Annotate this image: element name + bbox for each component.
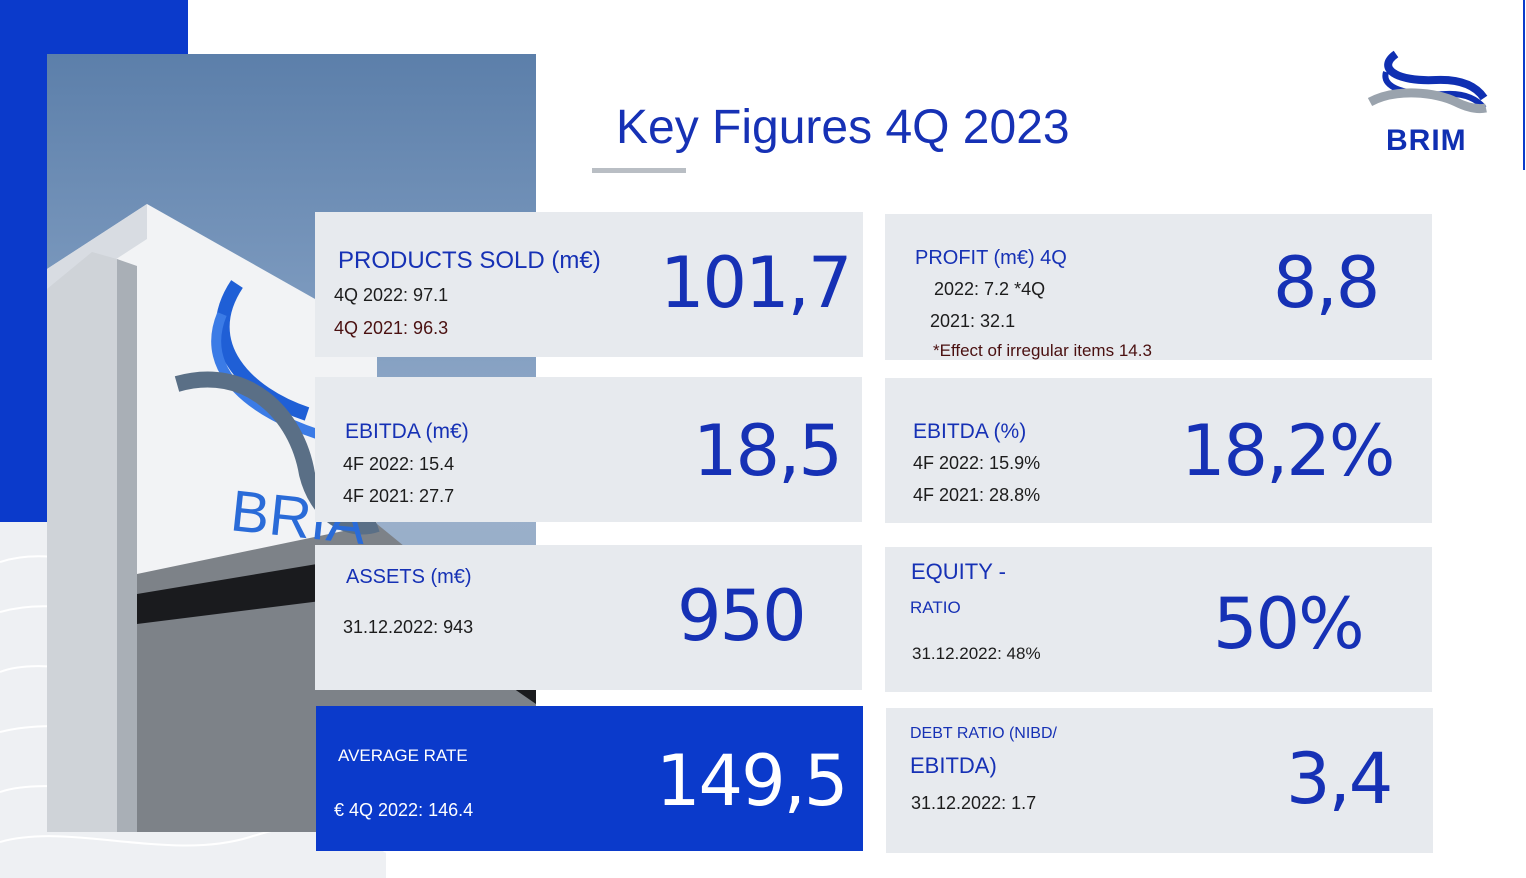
ebitda-percent-card: EBITDA (%) 4F 2022: 15.9% 4F 2021: 28.8%… (885, 378, 1432, 523)
profit-2022: 2022: 7.2 *4Q (934, 279, 1046, 299)
brim-logo-icon (1367, 50, 1488, 114)
average-rate-value: 149,5 (656, 740, 848, 822)
debt-ratio-label-line1: DEBT RATIO (NIBD/ (910, 725, 1057, 742)
profit-label: PROFIT (m€) 4Q (915, 247, 1067, 269)
ebitda-value: 18,5 (693, 410, 843, 492)
products-sold-2022: 4Q 2022: 97.1 (334, 285, 449, 305)
ebitda-label: EBITDA (m€) (345, 420, 469, 443)
ebitda-percent-2021: 4F 2021: 28.8% (913, 485, 1041, 505)
profit-2021: 2021: 32.1 (930, 311, 1016, 331)
equity-2022: 31.12.2022: 48% (912, 644, 1041, 663)
assets-card: ASSETS (m€) 31.12.2022: 943 950 (315, 545, 862, 690)
ebitda-card: EBITDA (m€) 4F 2022: 15.4 4F 2021: 27.7 … (315, 377, 862, 522)
products-sold-value: 101,7 (660, 242, 852, 324)
debt-ratio-label-line2: EBITDA) (910, 753, 997, 778)
average-rate-2022: € 4Q 2022: 146.4 (334, 800, 474, 820)
debt-ratio-2022: 31.12.2022: 1.7 (911, 793, 1037, 813)
ebitda-percent-2022: 4F 2022: 15.9% (913, 453, 1041, 473)
equity-label-line1: EQUITY - (911, 559, 1006, 584)
assets-2022: 31.12.2022: 943 (343, 617, 474, 637)
ebitda-2022: 4F 2022: 15.4 (343, 454, 455, 474)
assets-label: ASSETS (m€) (346, 566, 472, 588)
brim-logo-text: BRIM (1386, 124, 1467, 157)
products-sold-label: PRODUCTS SOLD (m€) (338, 247, 601, 274)
edge-accent (1523, 0, 1525, 170)
products-sold-2021: 4Q 2021: 96.3 (334, 318, 449, 338)
ebitda-2021: 4F 2021: 27.7 (343, 486, 455, 506)
assets-value: 950 (677, 575, 807, 657)
page-title: Key Figures 4Q 2023 (616, 101, 1070, 154)
equity-value: 50% (1213, 583, 1365, 665)
products-sold-card: PRODUCTS SOLD (m€) 4Q 2022: 97.1 4Q 2021… (315, 212, 863, 357)
debt-ratio-card: DEBT RATIO (NIBD/ EBITDA) 31.12.2022: 1.… (886, 708, 1433, 853)
title-underline (592, 168, 686, 173)
equity-ratio-card: EQUITY - RATIO 31.12.2022: 48% 50% (885, 547, 1432, 692)
profit-card: PROFIT (m€) 4Q 2022: 7.2 *4Q 2021: 32.1 … (885, 214, 1432, 360)
profit-value: 8,8 (1273, 242, 1380, 324)
ebitda-percent-label: EBITDA (%) (913, 420, 1027, 443)
average-rate-card: AVERAGE RATE € 4Q 2022: 146.4 149,5 (316, 706, 863, 851)
equity-label-line2: RATIO (910, 598, 961, 617)
profit-irregular-note: *Effect of irregular items 14.3 (933, 341, 1152, 360)
ebitda-percent-value: 18,2% (1181, 410, 1395, 492)
debt-ratio-value: 3,4 (1286, 738, 1393, 820)
average-rate-label: AVERAGE RATE (338, 746, 468, 765)
